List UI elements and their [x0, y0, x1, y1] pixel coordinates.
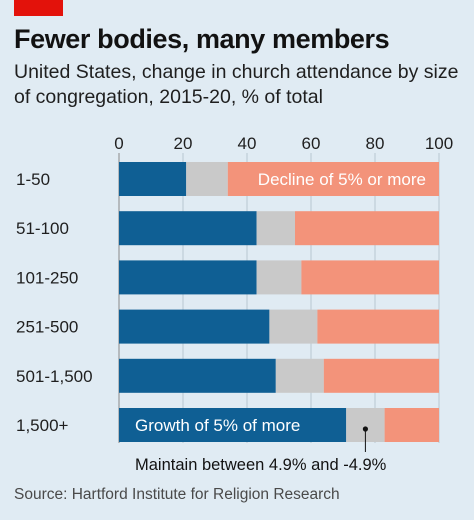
category-label: 1,500+ — [16, 416, 69, 435]
chart-subtitle: United States, change in church attendan… — [14, 61, 459, 108]
bar-segment — [256, 211, 295, 246]
bar-segment — [119, 358, 276, 393]
bar-segment — [384, 408, 439, 442]
bar-segment — [119, 211, 257, 246]
x-tick-label: 60 — [302, 134, 321, 153]
x-tick-label: 20 — [174, 134, 193, 153]
bar-segment — [119, 309, 270, 344]
bar-segment — [119, 260, 257, 295]
bar-segment — [119, 408, 347, 442]
chart-title: Fewer bodies, many members — [14, 24, 390, 54]
bar-segment — [323, 358, 439, 393]
x-tick-label: 0 — [114, 134, 123, 153]
annotation-label: Decline of 5% or more — [258, 170, 426, 189]
x-tick-label: 40 — [238, 134, 257, 153]
annotation-label: Maintain between 4.9% and -4.9% — [135, 456, 387, 474]
x-tick-label: 80 — [366, 134, 385, 153]
bar-segment — [275, 358, 324, 393]
brand-tag — [14, 0, 63, 16]
category-label: 1-50 — [16, 170, 50, 189]
category-label: 251-500 — [16, 318, 78, 337]
x-tick-label: 100 — [425, 134, 453, 153]
bar-segment — [295, 211, 439, 246]
bar-segment — [119, 162, 187, 196]
category-label: 501-1,500 — [16, 367, 93, 386]
bar-segment — [256, 260, 302, 295]
bar-segment — [269, 309, 318, 344]
source-note: Source: Hartford Institute for Religion … — [14, 486, 340, 503]
category-label: 51-100 — [16, 219, 69, 238]
bar-segment — [227, 162, 439, 196]
annotation-label: Growth of 5% of more — [135, 416, 300, 435]
bar-segment — [301, 260, 439, 295]
bar-segment — [186, 162, 228, 196]
bar-segment — [317, 309, 439, 344]
category-label: 101-250 — [16, 268, 78, 287]
